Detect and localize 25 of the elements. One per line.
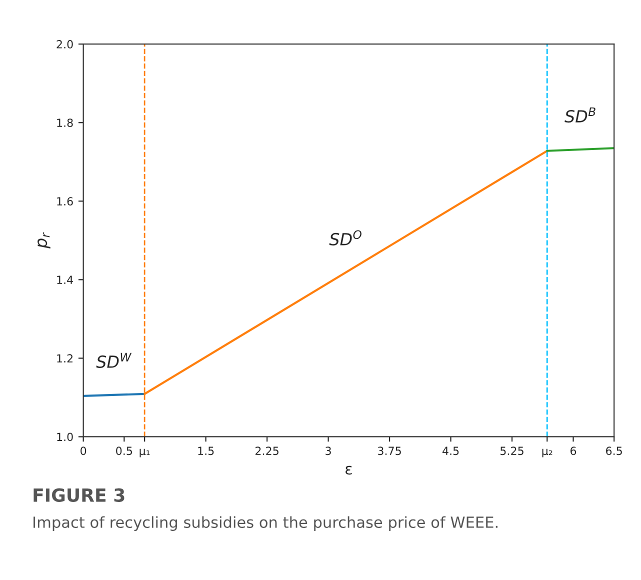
series-label: SD$^{O}$	[329, 230, 362, 246]
text: Impact of recycling subsidies on the purchase price of WEEE.	[34, 516, 498, 531]
x-tick-label: 6.5	[606, 446, 622, 456]
x-tick-label: 6	[570, 446, 576, 456]
y-tick-label: 2.0	[56, 40, 73, 48]
y-tick-label: 1.0	[57, 432, 73, 442]
x-tick-label: μ₂	[542, 448, 552, 458]
x-tick-label: μ₁	[140, 448, 150, 458]
y-axis-title: p$_{r}$	[38, 232, 50, 248]
x-tick-label: 4.5	[442, 446, 459, 456]
caption: FIGURE 3	[34, 488, 124, 502]
y-tick-label: 1.6	[57, 197, 73, 206]
x-tick-label: 3	[326, 446, 331, 456]
y-tick-label: 1.4	[57, 276, 73, 284]
series-label: SD$^{B}$	[564, 107, 596, 123]
x-tick-label: 2.25	[255, 446, 278, 456]
x-tick-label: 0.5	[116, 446, 132, 456]
y-tick-label: 1.2	[57, 354, 72, 362]
x-axis-title: ε	[346, 466, 352, 475]
series-label: SD$^{W}$	[96, 352, 132, 368]
x-tick-label: 0	[80, 446, 86, 456]
x-tick-label: 1.5	[198, 446, 214, 456]
x-tick-label: 3.75	[378, 446, 401, 456]
y-tick-label: 1.8	[57, 118, 73, 127]
x-tick-label: 5.25	[500, 446, 524, 456]
